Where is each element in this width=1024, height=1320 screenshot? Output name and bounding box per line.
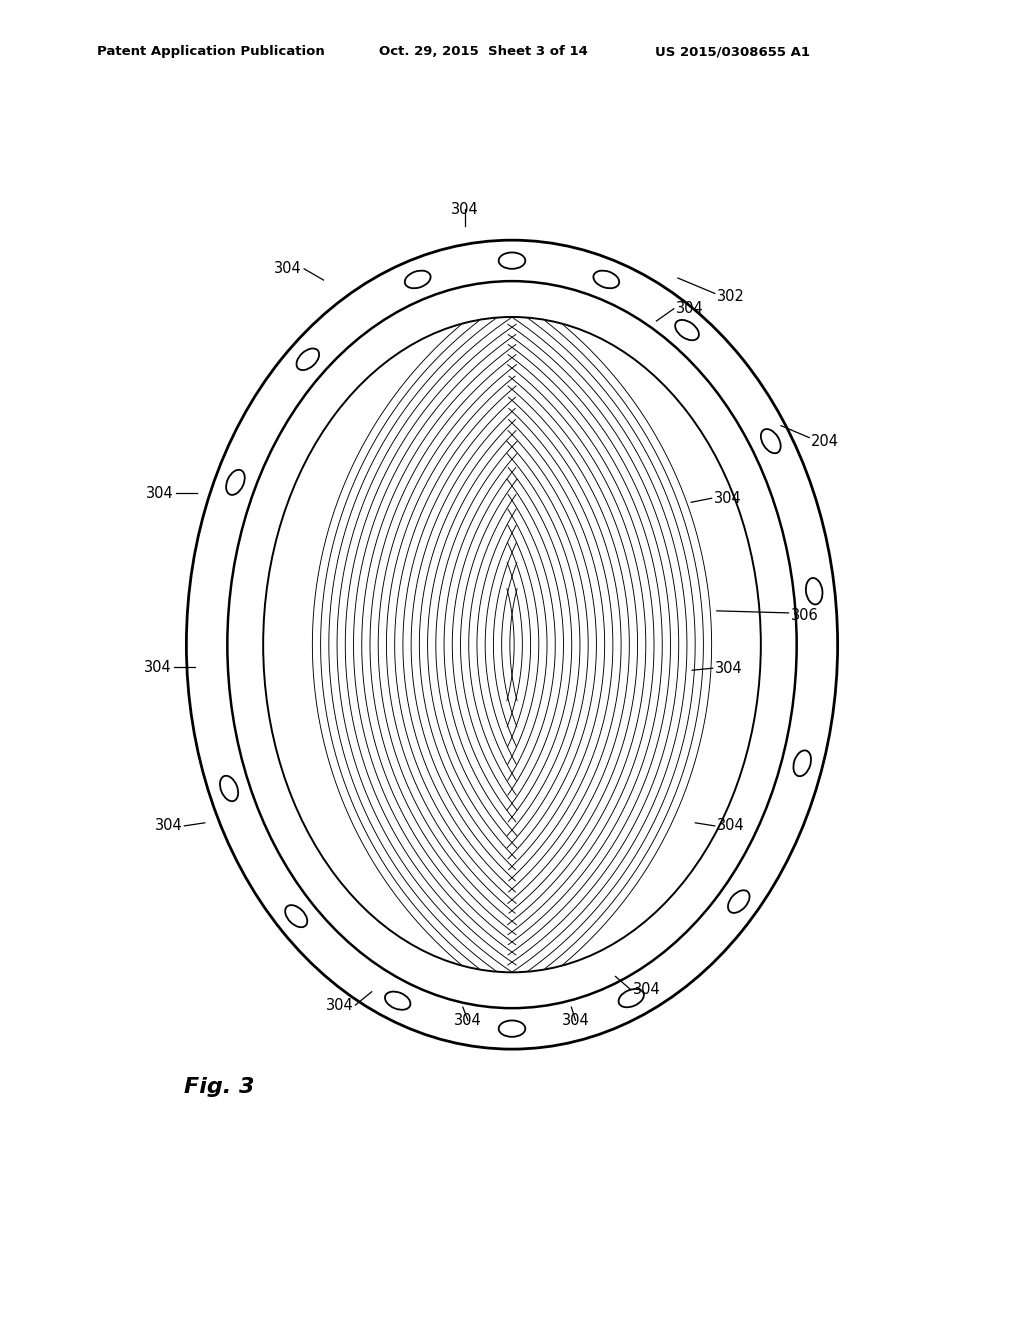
Text: 304: 304 bbox=[274, 261, 302, 276]
Text: 306: 306 bbox=[791, 609, 818, 623]
Text: 304: 304 bbox=[155, 818, 182, 833]
Text: 304: 304 bbox=[144, 660, 172, 675]
Text: Oct. 29, 2015  Sheet 3 of 14: Oct. 29, 2015 Sheet 3 of 14 bbox=[379, 45, 588, 58]
Text: 302: 302 bbox=[717, 289, 744, 304]
Text: 304: 304 bbox=[714, 491, 741, 506]
Text: Patent Application Publication: Patent Application Publication bbox=[97, 45, 325, 58]
Text: 304: 304 bbox=[451, 202, 479, 216]
Text: Fig. 3: Fig. 3 bbox=[184, 1077, 255, 1097]
Text: 304: 304 bbox=[715, 661, 742, 676]
Text: 304: 304 bbox=[717, 818, 744, 833]
Text: 304: 304 bbox=[676, 301, 703, 317]
Text: 304: 304 bbox=[326, 998, 353, 1012]
Text: 304: 304 bbox=[146, 486, 174, 500]
Text: 204: 204 bbox=[811, 434, 839, 449]
Text: 304: 304 bbox=[633, 982, 660, 997]
Text: 304: 304 bbox=[454, 1012, 482, 1028]
Text: US 2015/0308655 A1: US 2015/0308655 A1 bbox=[655, 45, 810, 58]
Text: 304: 304 bbox=[561, 1012, 590, 1028]
